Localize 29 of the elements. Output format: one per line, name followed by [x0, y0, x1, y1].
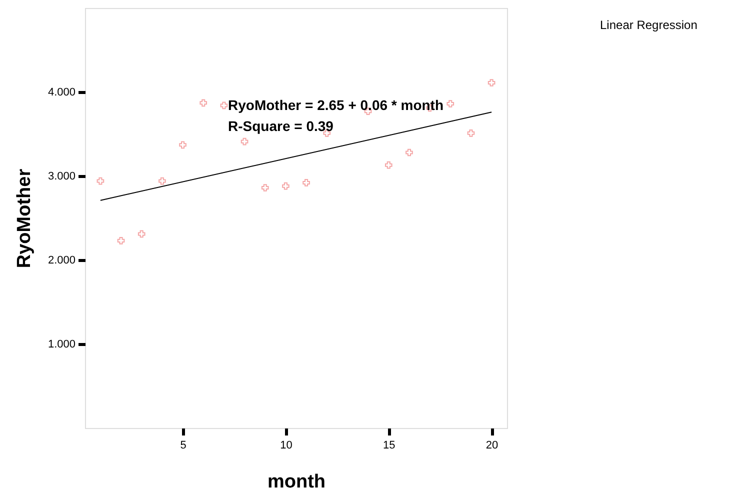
y-tick-label: 4.000	[48, 86, 76, 98]
point	[200, 99, 208, 107]
x-tick-label: 10	[280, 440, 292, 452]
point	[240, 138, 248, 146]
point	[446, 100, 454, 108]
point	[406, 148, 413, 156]
annotation: R-Square = 0.39	[228, 118, 334, 134]
point	[302, 179, 310, 186]
point	[220, 102, 228, 110]
y-axis-title: RyoMother	[14, 168, 35, 268]
point	[261, 184, 269, 192]
x-tick-label: 20	[486, 440, 498, 452]
point	[488, 79, 496, 86]
y-tick-label: 2.000	[48, 254, 76, 266]
x-axis-title: month	[267, 472, 326, 492]
x-tick-label: 5	[180, 440, 186, 452]
y-tick-label: 3.000	[48, 170, 76, 182]
point	[138, 230, 146, 238]
y-tick-label: 1.000	[48, 338, 76, 350]
point	[158, 177, 166, 185]
point	[282, 182, 290, 190]
point	[467, 130, 475, 137]
point	[179, 141, 186, 149]
point	[96, 177, 104, 185]
annotation: RyoMother = 2.65 + 0.06 * month	[228, 97, 444, 113]
point	[117, 237, 125, 244]
x-tick-label: 15	[383, 440, 396, 452]
point	[384, 161, 392, 169]
text: Linear Regression	[600, 18, 698, 32]
